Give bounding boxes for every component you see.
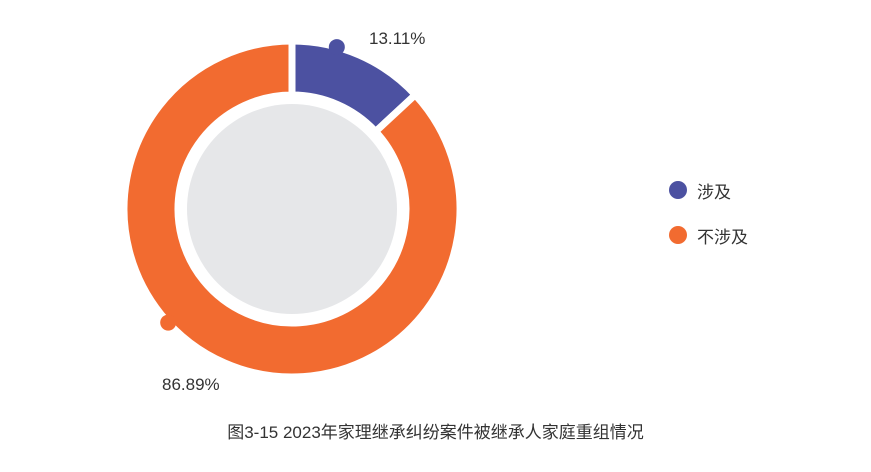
marker-not-involved xyxy=(160,314,177,331)
legend-item-not-involved: 不涉及 xyxy=(669,223,748,247)
legend: 涉及 不涉及 xyxy=(669,178,748,268)
slice-not-involved xyxy=(120,37,464,381)
donut-center xyxy=(187,104,397,314)
legend-label-involved: 涉及 xyxy=(697,182,731,202)
marker-involved xyxy=(328,39,345,56)
data-label-involved: 13.11% xyxy=(369,29,425,48)
chart-title: 图3-15 2023年家理继承纠纷案件被继承人家庭重组情况 xyxy=(227,423,644,442)
legend-item-involved: 涉及 xyxy=(669,178,748,202)
legend-label-not-involved: 不涉及 xyxy=(697,227,748,247)
legend-swatch-involved xyxy=(669,181,687,199)
data-label-not-involved: 86.89% xyxy=(162,375,220,394)
legend-swatch-not-involved xyxy=(669,226,687,244)
